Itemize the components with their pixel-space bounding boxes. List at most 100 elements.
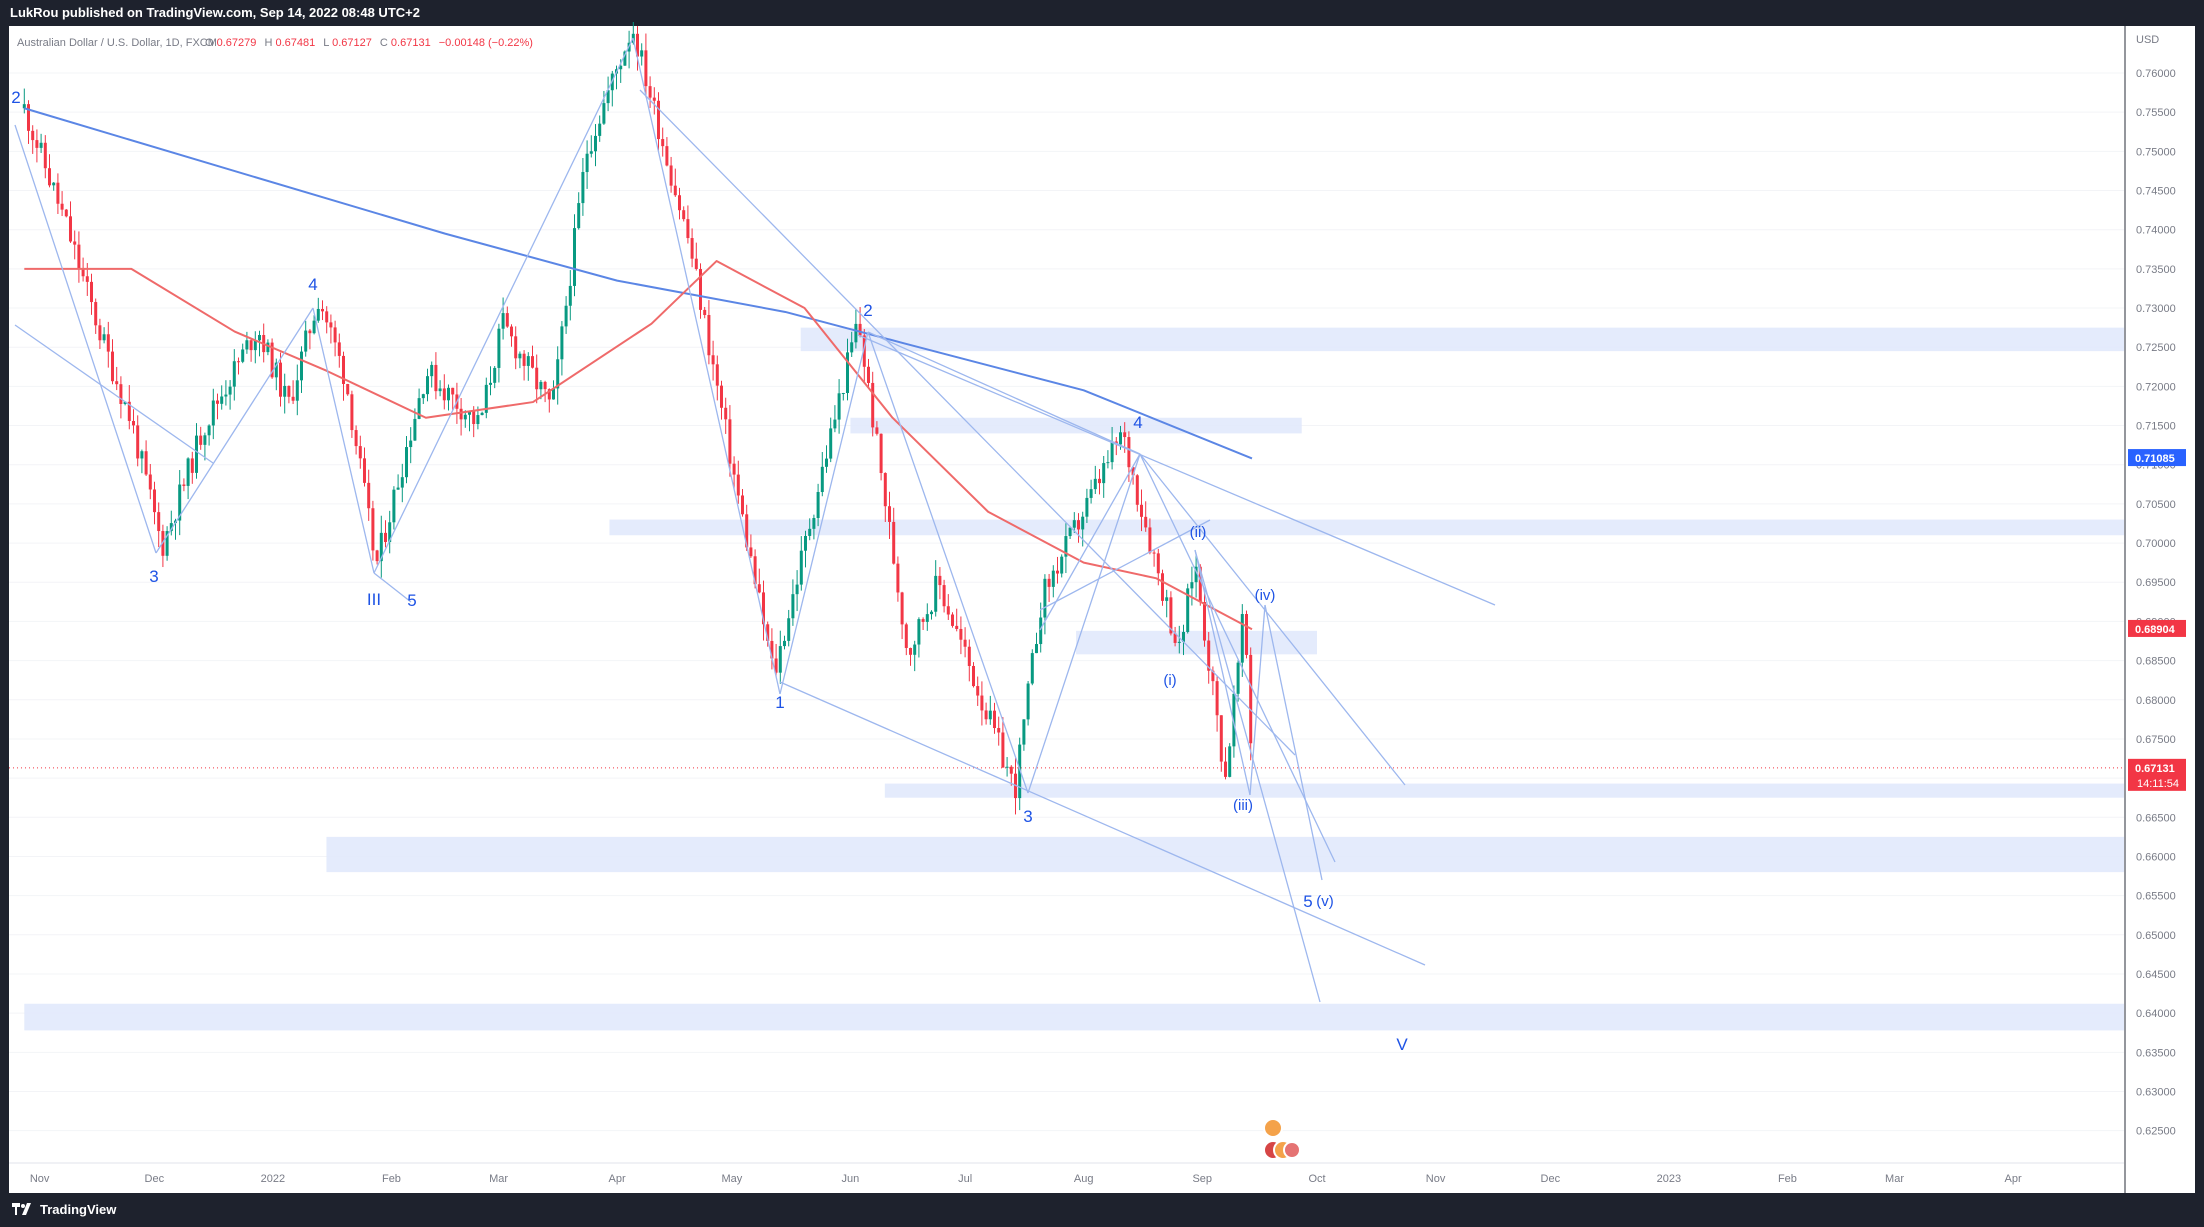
candle-body	[732, 463, 736, 475]
candle-body	[598, 123, 602, 136]
candle-body	[31, 130, 35, 141]
candle-body	[341, 355, 345, 384]
candle-body	[283, 385, 287, 397]
candle-body	[425, 376, 429, 395]
economic-events[interactable]	[1263, 1118, 1301, 1160]
candle-body	[1001, 732, 1005, 768]
wave-label: (ii)	[1190, 524, 1207, 541]
candle-body	[392, 489, 396, 523]
candle-body	[194, 435, 198, 473]
candle-body	[220, 396, 224, 404]
time-tick-label: Dec	[145, 1173, 165, 1185]
candle-body	[299, 351, 303, 381]
candle-body	[1097, 478, 1101, 484]
candle-body	[73, 241, 77, 245]
tradingview-logo[interactable]: TradingView	[12, 1193, 116, 1227]
open-label: O	[205, 37, 214, 49]
candle-body	[774, 658, 778, 673]
candle-body	[396, 487, 400, 490]
candle-body	[1064, 536, 1068, 557]
price-tick-label: 0.65000	[2136, 930, 2176, 942]
candle-body	[640, 50, 644, 57]
candle-body	[577, 203, 581, 229]
candle-body	[1236, 662, 1240, 694]
candle-body	[707, 315, 711, 356]
open-value: 0.67279	[217, 37, 257, 49]
candle-body	[665, 146, 669, 166]
trend-line	[312, 307, 375, 574]
candle-body	[913, 644, 917, 655]
price-axis[interactable]: 0.76000 0.75500 0.75000 0.74500 0.74000 0.735…	[2128, 68, 2186, 1138]
candle-body	[333, 327, 337, 343]
candle-body	[316, 308, 320, 321]
candle-body	[207, 425, 211, 436]
candle-body	[749, 547, 753, 557]
candle-body	[850, 342, 854, 353]
candle-body	[976, 686, 980, 696]
candle-body	[1139, 504, 1143, 517]
candle-body	[997, 728, 1001, 733]
trend-line	[1249, 604, 1266, 796]
candle-body	[1089, 489, 1093, 498]
candle-body	[26, 104, 30, 131]
candle-body	[56, 182, 60, 204]
price-tick-label: 0.64000	[2136, 1008, 2176, 1020]
candle-body	[375, 550, 379, 562]
candle-body	[98, 325, 102, 341]
candle-body	[593, 135, 597, 152]
candle-body	[1127, 437, 1131, 468]
trend-lines	[14, 37, 1496, 1003]
candle-body	[950, 614, 954, 626]
candle-body	[404, 447, 408, 478]
candle-body	[560, 326, 564, 360]
candle-body	[186, 458, 190, 486]
trend-line	[14, 124, 157, 554]
price-tick-label: 0.69500	[2136, 577, 2176, 589]
candle-body	[157, 512, 161, 532]
candle-body	[644, 50, 648, 87]
candle-body	[1123, 432, 1127, 438]
candle-body	[388, 522, 392, 543]
candle-body	[635, 33, 639, 57]
candle-body	[43, 142, 47, 169]
candle-body	[224, 394, 228, 397]
price-badge-label: 0.67131	[2135, 763, 2175, 775]
candle-body	[1102, 463, 1106, 484]
us-event-icon[interactable]	[1283, 1141, 1301, 1159]
au-event-icon[interactable]	[1263, 1118, 1283, 1138]
candle-body	[178, 484, 182, 521]
candle-body	[1106, 462, 1110, 464]
time-tick-label: Nov	[1426, 1173, 1446, 1185]
price-tick-label: 0.73500	[2136, 264, 2176, 276]
candle-body	[110, 351, 114, 382]
wave-label: III	[367, 590, 381, 609]
time-axis[interactable]: Nov Dec 2022 Feb Mar Apr May Jun Jul Aug Sep Oct Nov…	[30, 1173, 2022, 1185]
candle-body	[572, 228, 576, 286]
low-label: L	[323, 37, 329, 49]
candle-body	[745, 514, 749, 548]
close-label: C	[380, 37, 388, 49]
candle-body	[1169, 597, 1173, 634]
candle-body	[1181, 631, 1185, 642]
trend-line	[14, 324, 214, 464]
candle-body	[602, 103, 606, 124]
candle-body	[291, 396, 295, 401]
wave-label: (iv)	[1255, 587, 1276, 604]
candle-body	[1156, 553, 1160, 574]
candle-body	[619, 65, 623, 70]
candle-body	[501, 313, 505, 329]
candle-body	[854, 323, 858, 343]
candle-body	[1244, 614, 1248, 655]
countdown-label: 14:11:54	[2137, 778, 2179, 790]
trend-line	[155, 307, 314, 554]
candle-body	[115, 381, 119, 385]
candle-body	[1039, 617, 1043, 645]
price-badge	[2128, 758, 2186, 791]
wave-label: (v)	[1316, 893, 1334, 910]
candle-body	[1211, 670, 1215, 682]
price-tick-label: 0.63000	[2136, 1086, 2176, 1098]
trend-line	[857, 334, 1496, 606]
price-tick-label: 0.65500	[2136, 891, 2176, 903]
candle-body	[1072, 520, 1076, 528]
